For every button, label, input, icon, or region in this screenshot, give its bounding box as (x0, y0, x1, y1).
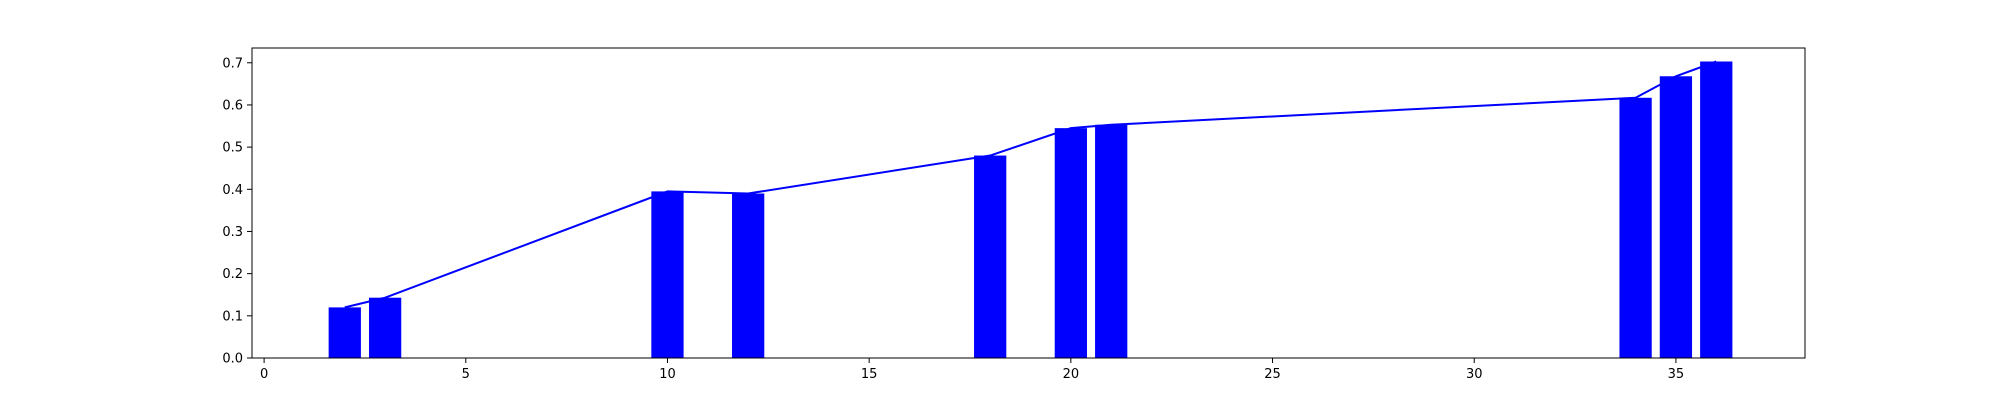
y-tick-label-0.4: 0.4 (222, 183, 243, 198)
plot-area-frame (251, 47, 1806, 359)
bar-x34 (1619, 97, 1652, 359)
bar-x35 (1659, 76, 1693, 358)
bar-x21 (1095, 124, 1128, 358)
line-series (344, 60, 1717, 309)
y-tick-label-0.6: 0.6 (222, 98, 243, 113)
x-tick-label-10: 10 (659, 367, 676, 382)
y-tick-label-0.1: 0.1 (222, 309, 243, 324)
bar-x36 (1700, 61, 1733, 358)
bar-x2 (328, 307, 361, 358)
y-tick-label-0.3: 0.3 (222, 225, 243, 240)
x-tick-label-25: 25 (1264, 367, 1281, 382)
bar-series (328, 61, 1733, 359)
bar-x18 (974, 155, 1007, 358)
x-tick-label-15: 15 (861, 367, 878, 382)
x-tick-label-20: 20 (1063, 367, 1080, 382)
x-tick-label-5: 5 (462, 367, 470, 382)
y-axis: 0.0 0.1 0.2 0.3 0.4 0.5 0.6 0.7 (222, 56, 252, 367)
bar-x12 (732, 193, 765, 358)
x-tick-label-0: 0 (260, 367, 268, 382)
y-tick-label-0.2: 0.2 (222, 267, 243, 282)
x-tick-label-35: 35 (1668, 367, 1685, 382)
y-tick-label-0: 0.0 (222, 352, 243, 367)
x-axis: 0 5 10 15 20 25 30 35 (260, 358, 1684, 382)
bar-x10 (651, 191, 684, 358)
bar-x20 (1054, 128, 1087, 358)
y-tick-label-0.5: 0.5 (222, 141, 243, 156)
y-tick-label-0.7: 0.7 (222, 56, 243, 71)
trend-line (344, 60, 1717, 309)
bar-x3 (368, 297, 402, 358)
x-tick-label-30: 30 (1466, 367, 1483, 382)
